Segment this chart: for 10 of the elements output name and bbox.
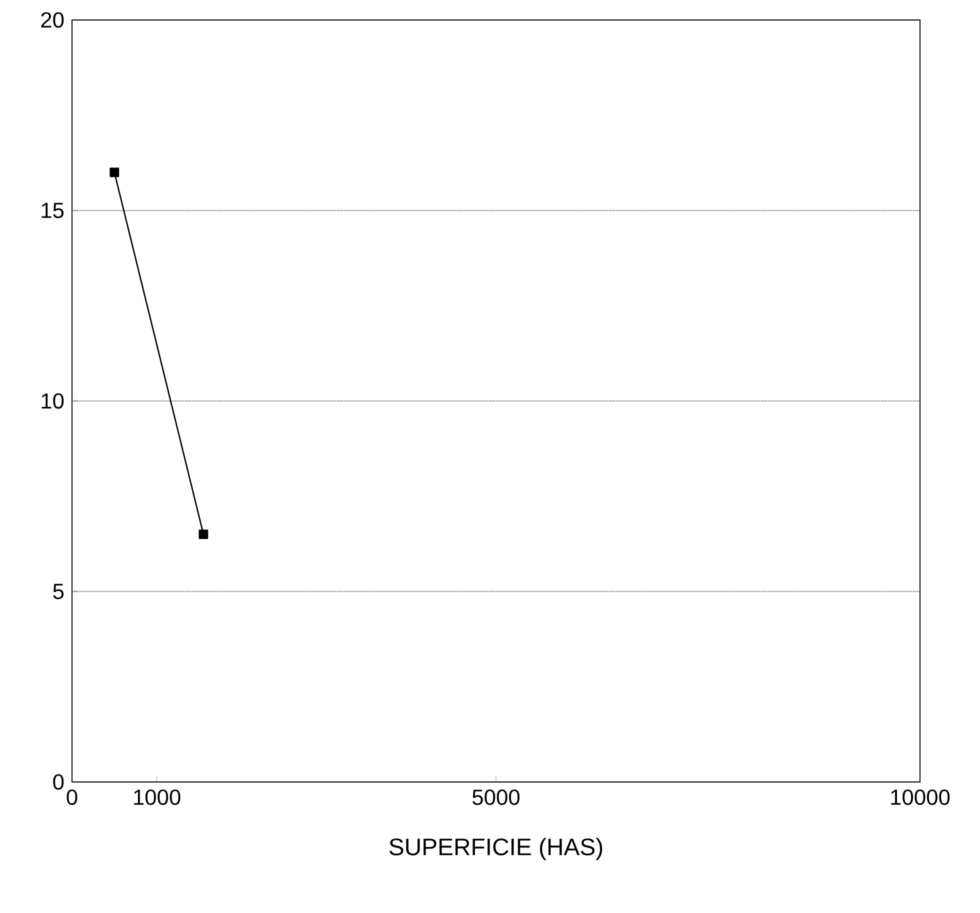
x-tick-label: 10000 xyxy=(891,789,950,806)
x-tick-label: 1000 xyxy=(134,789,180,806)
y-tick-label: 20 xyxy=(41,12,64,28)
y-tick-label: 10 xyxy=(42,393,64,409)
y-tick-label: 5 xyxy=(53,584,64,600)
y-tick-label: 15 xyxy=(42,202,64,218)
x-axis-title: SUPERFICIE (HAS) xyxy=(389,838,602,860)
y-tick-label: 0 xyxy=(53,774,64,790)
x-tick-label: 0 xyxy=(66,789,78,806)
x-tick-label: 5000 xyxy=(472,789,520,806)
